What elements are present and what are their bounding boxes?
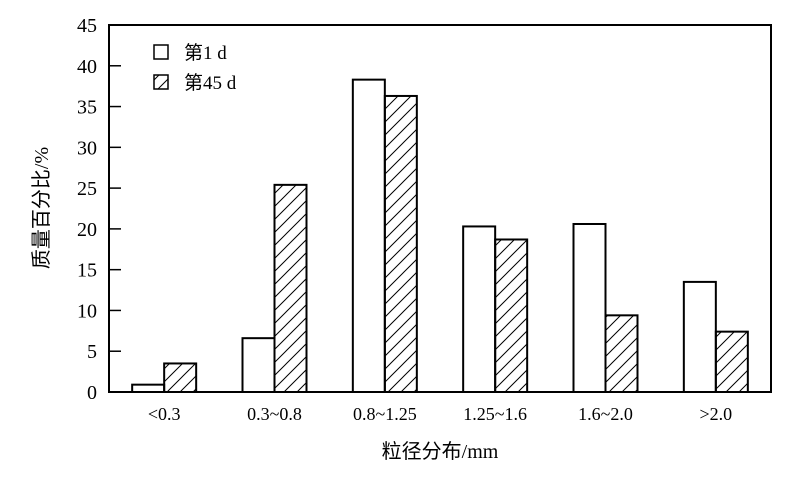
bar-day1 <box>351 78 386 394</box>
x-tick-label: 0.8~1.25 <box>353 404 417 424</box>
x-tick-label: 1.6~2.0 <box>578 404 633 424</box>
bars <box>131 78 749 394</box>
x-tick-label: 1.25~1.6 <box>463 404 527 424</box>
bar-day1 <box>462 225 497 393</box>
y-tick-label: 30 <box>77 137 97 159</box>
y-tick-label: 35 <box>77 97 97 119</box>
bar-day45 <box>273 183 308 393</box>
legend-label: 第45 d <box>184 72 237 94</box>
bar-day45 <box>604 314 639 393</box>
x-axis-label: 粒径分布/mm <box>382 440 499 463</box>
bar-day1 <box>682 280 717 393</box>
y-tick-label: 45 <box>77 15 97 37</box>
y-tick-label: 0 <box>87 382 97 404</box>
y-axis-label: 质量百分比/% <box>30 147 53 269</box>
bar-day1 <box>131 383 166 394</box>
x-tick-label: 0.3~0.8 <box>247 404 302 424</box>
x-axis: <0.3 0.3~0.8 0.8~1.25 1.25~1.6 1.6~2.0 >2.0 <box>148 404 732 424</box>
bar-day1 <box>241 337 276 394</box>
plot-frame <box>108 24 772 393</box>
legend-label: 第1 d <box>184 42 227 64</box>
y-tick-label: 10 <box>77 300 97 322</box>
bar-day45 <box>383 94 418 393</box>
bar-day1 <box>572 222 607 393</box>
y-tick-label: 15 <box>77 260 97 282</box>
legend-swatch <box>153 44 169 60</box>
legend-swatch <box>153 74 169 90</box>
x-tick-label: <0.3 <box>148 404 181 424</box>
y-tick-label: 40 <box>77 56 97 78</box>
y-tick-label: 20 <box>77 219 97 241</box>
bar-day45 <box>494 238 529 393</box>
y-tick-label: 5 <box>87 341 97 363</box>
legend: 第1 d 第45 d <box>153 42 237 94</box>
y-tick-label: 25 <box>77 178 97 200</box>
bar-day45 <box>163 362 198 394</box>
y-axis: 0 5 10 15 20 25 30 35 40 45 <box>77 15 121 404</box>
bar-day45 <box>714 330 749 394</box>
x-tick-label: >2.0 <box>700 404 733 424</box>
